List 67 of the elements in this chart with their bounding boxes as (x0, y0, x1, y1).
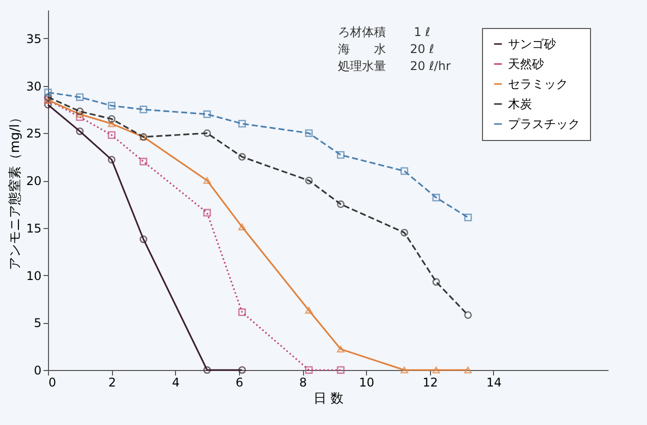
point (464, 311, 472, 319)
y-tick-label: 5 (34, 316, 42, 330)
point (44, 93, 52, 101)
x-tick-label: 0 (48, 376, 56, 390)
annotation: 海 水 20 ℓ (338, 42, 434, 56)
point (108, 131, 116, 139)
annotation: ろ材体積 1 ℓ (338, 25, 430, 39)
y-tick-label: 10 (26, 268, 42, 283)
point (400, 167, 408, 175)
point (464, 366, 472, 374)
point (76, 127, 84, 136)
point (203, 208, 211, 217)
x-tick-label: 4 (172, 376, 180, 390)
point (400, 366, 408, 374)
y-tick-label: 35 (26, 32, 42, 46)
point (464, 214, 472, 222)
point (305, 176, 313, 184)
x-axis-title: 日 数 (313, 392, 344, 406)
point (203, 366, 211, 374)
point (108, 102, 116, 110)
point (238, 120, 246, 128)
x-tick-label: 14 (486, 376, 502, 390)
point (400, 228, 408, 236)
point (44, 88, 52, 96)
point (108, 156, 116, 164)
point (336, 346, 345, 353)
point (238, 224, 246, 230)
point (203, 177, 211, 184)
point (432, 278, 440, 286)
y-tick-label: 30 (26, 79, 42, 94)
point (108, 120, 116, 128)
point (203, 110, 211, 118)
y-axis-title: アンモニア態窒素（mg/l） (7, 111, 24, 270)
legend-label: 木炭 (508, 97, 532, 111)
point (336, 366, 345, 374)
legend-label: セラミック (508, 77, 568, 91)
point (140, 158, 148, 166)
legend-label: サンゴ砂 (508, 37, 556, 51)
point (336, 151, 345, 159)
point (76, 108, 84, 116)
x-tick-label: 8 (299, 376, 307, 390)
point (305, 129, 313, 137)
point (76, 113, 84, 121)
point (305, 306, 313, 314)
point (140, 106, 148, 114)
y-tick-label: 20 (26, 174, 42, 188)
point (76, 93, 84, 101)
point (108, 115, 116, 123)
point (203, 129, 211, 137)
y-tick-label: 25 (26, 126, 42, 141)
legend-label: 天然砂 (508, 57, 544, 71)
point (432, 194, 440, 202)
x-tick-label: 2 (108, 376, 116, 390)
point (336, 200, 345, 208)
y-tick-label: 0 (34, 364, 42, 378)
point (238, 308, 246, 316)
point (432, 366, 440, 374)
x-tick-label: 12 (422, 376, 438, 390)
point (76, 110, 84, 118)
point (140, 235, 148, 244)
annotation: 処理水量 20 ℓ/hr (338, 59, 451, 73)
point (305, 366, 313, 374)
x-tick-label: 10 (359, 376, 374, 390)
x-tick-label: 6 (236, 376, 244, 390)
y-tick-label: 15 (26, 221, 42, 236)
point (238, 153, 246, 161)
legend-label: プラスチック (508, 117, 580, 131)
